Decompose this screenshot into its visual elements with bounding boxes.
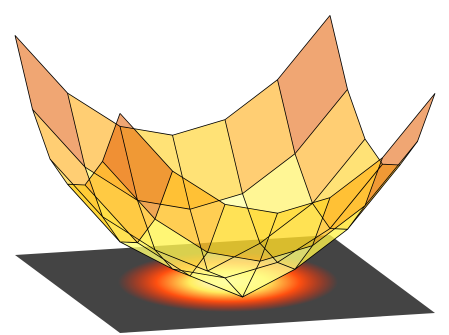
surface-patch bbox=[295, 89, 365, 204]
mesh-column bbox=[102, 141, 418, 262]
surface-patch bbox=[190, 252, 260, 297]
mesh-column bbox=[49, 138, 366, 272]
surface-patch bbox=[312, 157, 383, 246]
surface-patch bbox=[155, 171, 225, 253]
surface-patch bbox=[102, 113, 173, 220]
mesh-column bbox=[84, 164, 401, 298]
surface-patch bbox=[242, 245, 313, 297]
surface-patch bbox=[365, 93, 435, 206]
surface-patch bbox=[295, 205, 365, 270]
mesh-column bbox=[14, 15, 331, 136]
surface bbox=[14, 15, 436, 298]
mesh-column bbox=[32, 89, 348, 210]
mesh-column bbox=[119, 93, 436, 214]
surface-patch bbox=[225, 79, 295, 194]
surface-patch bbox=[277, 15, 348, 154]
surface-patch bbox=[15, 35, 85, 168]
surface-patch bbox=[137, 219, 208, 276]
surface-patch bbox=[120, 241, 190, 276]
mesh-column bbox=[67, 163, 383, 279]
surface-patch bbox=[85, 161, 155, 243]
surface-patch bbox=[207, 204, 278, 262]
